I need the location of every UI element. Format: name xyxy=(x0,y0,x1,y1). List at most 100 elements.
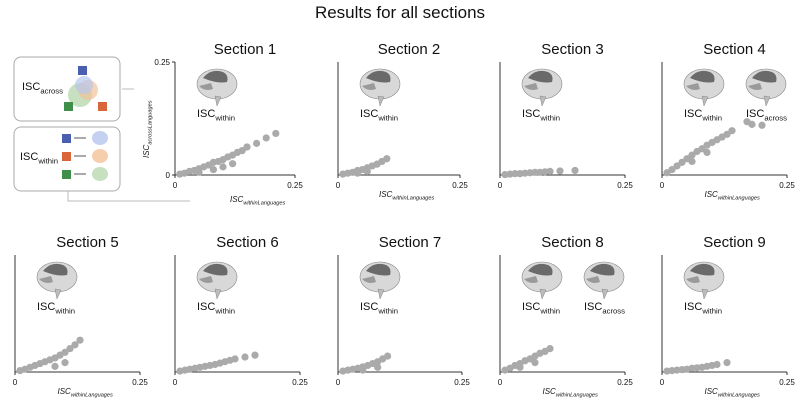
brain-stem xyxy=(701,95,709,107)
icon xyxy=(62,134,71,143)
scatter-point xyxy=(195,168,203,176)
x-axis-label: ISCwithinLanguages xyxy=(230,195,286,206)
brain-icon xyxy=(359,261,401,300)
scatter-point xyxy=(251,351,259,359)
brain-region xyxy=(43,263,68,276)
scatter-point xyxy=(668,165,676,174)
label-sub: within xyxy=(701,113,722,122)
brain-region xyxy=(524,83,538,90)
label-sub: within xyxy=(377,113,398,122)
brain-region xyxy=(199,276,213,283)
label-sub: withinLanguages xyxy=(71,392,113,398)
brain-icon xyxy=(359,68,401,107)
brain-stem xyxy=(701,288,709,300)
scatter-point xyxy=(723,359,731,367)
brain-region xyxy=(752,70,777,83)
label-main: ISC xyxy=(142,144,151,158)
annotation-label: ISCwithin xyxy=(684,108,722,122)
annotation-label: ISCwithin xyxy=(197,108,235,122)
scatter-point xyxy=(76,336,84,344)
brain-region xyxy=(690,263,715,276)
panel-title: Section 7 xyxy=(379,234,442,251)
brain-region xyxy=(590,263,615,276)
panel-title: Section 5 xyxy=(56,234,119,251)
scatter-point xyxy=(678,158,686,166)
label-main: ISC xyxy=(746,108,764,120)
label-main: ISC xyxy=(22,81,40,93)
scatter-point xyxy=(748,120,756,128)
label-main: ISC xyxy=(705,190,719,199)
scatter-point xyxy=(61,348,69,356)
x-tick-label: 0 xyxy=(498,181,503,190)
brain-region xyxy=(686,83,700,90)
x-tick-label: 0.25 xyxy=(779,378,795,387)
brain-region xyxy=(366,70,391,83)
brain-region xyxy=(362,276,376,283)
connector xyxy=(67,191,190,202)
scatter-point xyxy=(243,143,251,151)
panel-title: Section 3 xyxy=(541,41,604,58)
x-tick-label: 0.25 xyxy=(454,378,470,387)
label-main: ISC xyxy=(197,108,215,120)
annotation-label: ISCwithin xyxy=(522,301,560,315)
label-sub: within xyxy=(539,113,560,122)
x-axis-label: ISCwithinLanguages xyxy=(705,190,761,201)
brain-region xyxy=(528,70,553,83)
brain-icon xyxy=(521,68,563,107)
panel-title: Section 2 xyxy=(378,41,441,58)
scatter-point xyxy=(262,134,270,142)
brain-region xyxy=(690,70,715,83)
x-axis-label: ISCwithinLanguages xyxy=(543,387,599,398)
x-tick-label: 0 xyxy=(173,181,178,190)
scatter-point xyxy=(556,167,564,175)
scatter-point xyxy=(516,363,524,371)
annotation-label: ISCwithin xyxy=(360,301,398,315)
brain-stem xyxy=(601,288,609,300)
legend-label: ISCacross xyxy=(22,81,63,95)
label-sub: acrossLanguages xyxy=(147,100,153,144)
scatter-point xyxy=(384,352,392,360)
scatter-point xyxy=(758,121,766,129)
brain-icon xyxy=(583,261,625,300)
icon xyxy=(78,66,87,75)
brain-stem xyxy=(539,288,547,300)
annotation-label: ISCwithin xyxy=(522,108,560,122)
brain-icon xyxy=(36,261,78,300)
scatter-point xyxy=(728,127,736,135)
label-sub: within xyxy=(539,306,560,315)
label-sub: withinLanguages xyxy=(718,392,760,398)
scatter-point xyxy=(209,165,217,174)
label-main: ISC xyxy=(522,301,540,313)
scatter-point xyxy=(571,166,579,175)
icon xyxy=(92,167,108,181)
scatter-point xyxy=(703,148,711,156)
panel-title: Section 8 xyxy=(541,234,604,251)
scatter-point xyxy=(231,355,239,363)
scatter-point xyxy=(66,345,74,353)
brain-icon xyxy=(196,68,238,107)
x-tick-label: 0.25 xyxy=(452,181,468,190)
legend-label: ISCwithin xyxy=(20,151,58,165)
x-axis-label: ISCwithinLanguages xyxy=(58,387,114,398)
y-tick-label: 0 xyxy=(166,171,171,180)
label-sub: withinLanguages xyxy=(556,392,598,398)
scatter-point xyxy=(363,167,371,175)
brain-region xyxy=(686,276,700,283)
x-tick-label: 0.25 xyxy=(779,181,795,190)
x-tick-label: 0.25 xyxy=(132,378,148,387)
scatter-point xyxy=(673,162,681,170)
scatter-point xyxy=(546,167,554,175)
brain-stem xyxy=(539,95,547,107)
icon xyxy=(98,102,107,111)
brain-icon xyxy=(683,261,725,300)
label-main: ISC xyxy=(230,195,244,204)
x-tick-label: 0.25 xyxy=(287,181,303,190)
legend-box xyxy=(13,56,121,122)
scatter-point xyxy=(353,169,362,177)
label-sub: across xyxy=(764,113,787,122)
label-sub: within xyxy=(214,306,235,315)
label-main: ISC xyxy=(360,108,378,120)
x-tick-label: 0 xyxy=(660,378,665,387)
label-main: ISC xyxy=(584,301,602,313)
x-tick-label: 0 xyxy=(498,378,503,387)
